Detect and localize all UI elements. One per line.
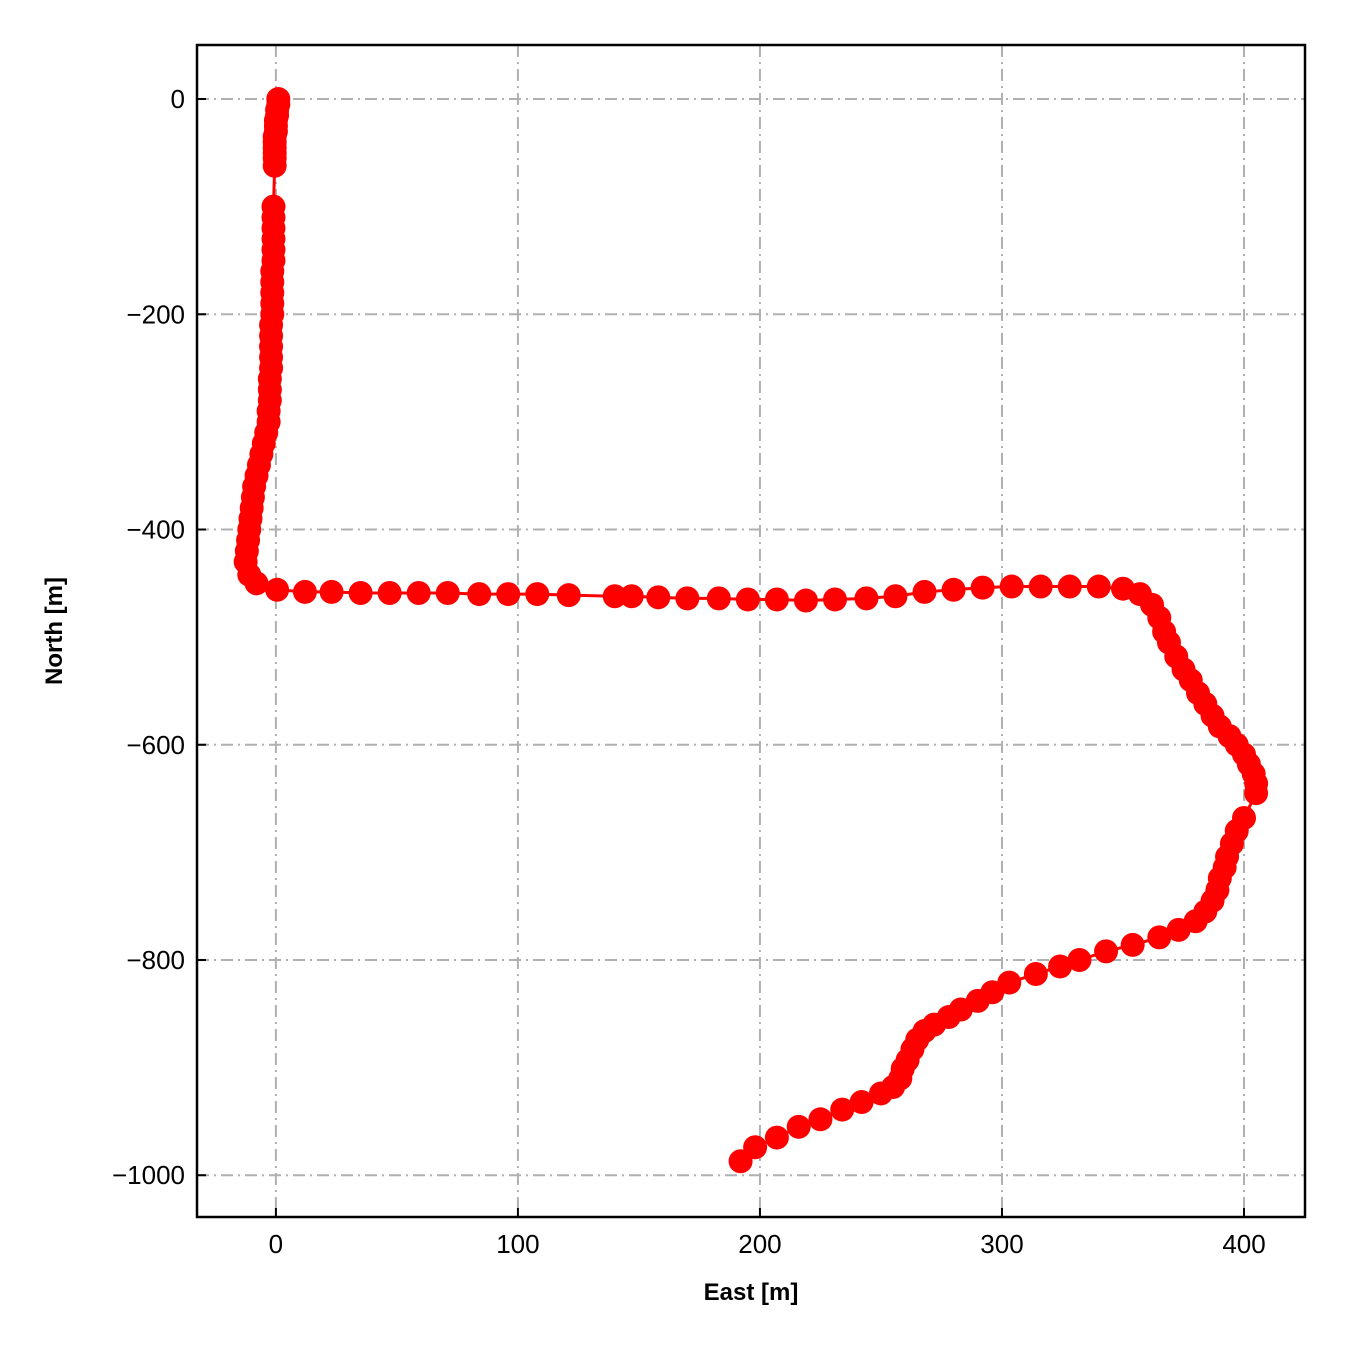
marker xyxy=(406,581,431,606)
y-tick-label: −200 xyxy=(126,299,185,329)
marker xyxy=(556,583,581,608)
marker xyxy=(602,584,627,609)
marker xyxy=(868,1081,893,1106)
marker xyxy=(646,585,671,610)
marker xyxy=(265,577,290,602)
x-tick-label: 400 xyxy=(1222,1229,1265,1259)
y-tick-label: −1000 xyxy=(112,1160,185,1190)
grid xyxy=(197,45,1305,1217)
marker xyxy=(525,582,550,607)
y-tick-label: 0 xyxy=(171,84,185,114)
marker xyxy=(849,1090,874,1115)
x-tick-label: 0 xyxy=(269,1229,283,1259)
marker xyxy=(1086,574,1111,599)
marker xyxy=(619,584,644,609)
marker xyxy=(764,587,789,612)
marker xyxy=(830,1097,855,1122)
marker xyxy=(1094,939,1119,964)
marker xyxy=(706,586,731,611)
marker xyxy=(970,575,995,600)
marker xyxy=(1244,781,1269,806)
marker xyxy=(1120,932,1145,957)
marker xyxy=(1057,574,1082,599)
marker xyxy=(793,588,818,613)
y-tick-label: −600 xyxy=(126,730,185,760)
y-tick-label: −400 xyxy=(126,515,185,545)
marker xyxy=(822,587,847,612)
marker xyxy=(999,574,1024,599)
marker xyxy=(1147,925,1172,950)
marker xyxy=(675,586,700,611)
marker xyxy=(1166,917,1191,942)
plot-area xyxy=(233,87,1269,1174)
marker xyxy=(244,571,269,596)
marker xyxy=(808,1107,833,1132)
marker xyxy=(319,579,344,604)
marker xyxy=(377,581,402,606)
marker xyxy=(467,582,492,607)
marker xyxy=(1028,574,1053,599)
marker xyxy=(292,579,317,604)
marker xyxy=(1048,954,1073,979)
marker xyxy=(348,581,373,606)
marker xyxy=(912,579,937,604)
x-tick-label: 100 xyxy=(496,1229,539,1259)
marker xyxy=(764,1125,789,1150)
y-axis-label: North [m] xyxy=(41,577,68,685)
marker xyxy=(435,581,460,606)
x-axis-label: East [m] xyxy=(704,1279,799,1306)
marker xyxy=(1067,947,1092,972)
marker xyxy=(496,582,521,607)
marker xyxy=(1023,961,1048,986)
y-tick-label: −800 xyxy=(126,945,185,975)
x-tick-label: 200 xyxy=(738,1229,781,1259)
marker xyxy=(941,577,966,602)
marker xyxy=(854,586,879,611)
marker xyxy=(262,153,287,178)
x-tick-label: 300 xyxy=(980,1229,1023,1259)
marker xyxy=(883,584,908,609)
axes-frame xyxy=(195,43,1307,1219)
marker xyxy=(735,587,760,612)
marker xyxy=(728,1149,753,1174)
marker xyxy=(786,1114,811,1139)
